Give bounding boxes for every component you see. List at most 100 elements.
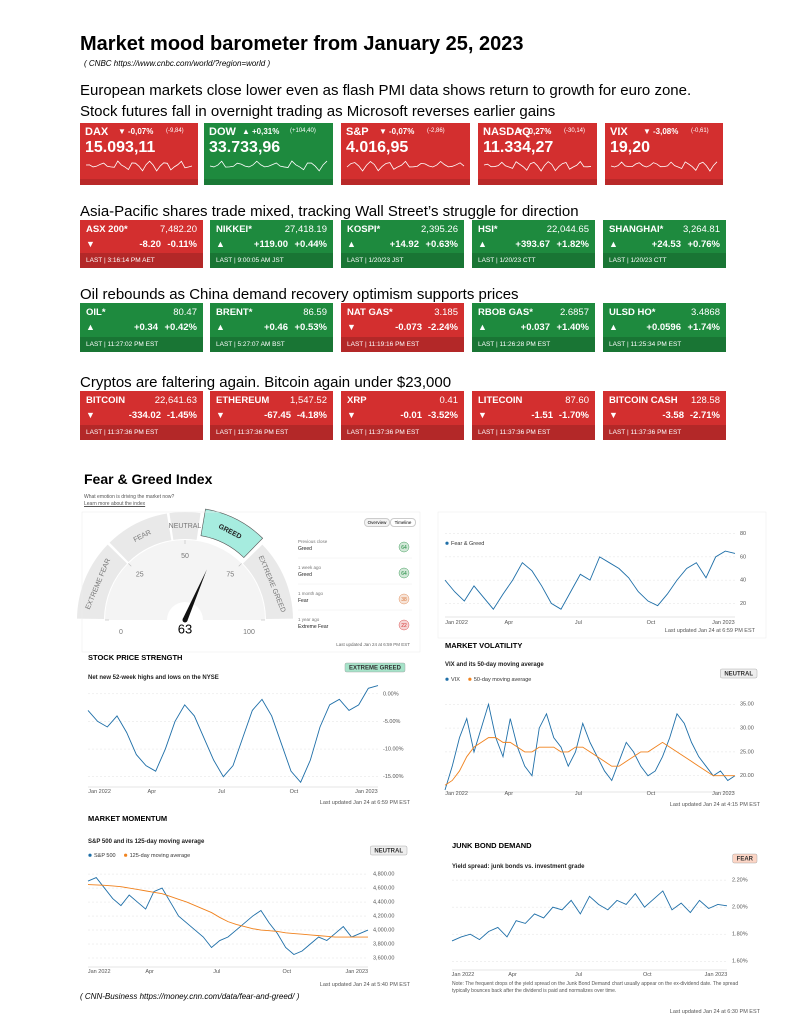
tile-pct: +0.42% [164,322,198,333]
badge-text: NEUTRAL [374,849,403,855]
fg-link[interactable]: Learn more about the index [84,501,146,507]
y-tick-label: 30.00 [740,726,754,732]
market-tile[interactable]: SHANGHAI* 3,264.81 ▲ +0.76% +24.53 LAST | 1/2… [603,220,726,268]
market-tile[interactable]: OIL* 80.47 ▲ +0.42% +0.34 LAST | 11:27:02 PM … [80,303,203,352]
footer-source: ( CNN-Business https://money.cnn.com/dat… [80,992,299,1001]
market-tile[interactable]: ULSD HO* 3.4868 ▲ +1.74% +0.0596 LAST | 11:25… [603,303,726,352]
legend-label: 125-day moving average [130,853,191,859]
sparkline-path [85,160,193,172]
x-tick-label: Jan 2023 [355,789,378,795]
history-value: 22 [401,623,407,629]
x-tick-label: Jan 2022 [88,789,111,795]
tile-footer [80,179,198,185]
tile-change: +14.92 [389,239,419,250]
market-tile[interactable]: BITCOIN 22,641.63 ▼ -1.45% -334.02 LAST | 11:… [80,391,203,440]
tile-arrow: ▲ [347,239,356,249]
chart-subtitle: Net new 52-week highs and lows on the NY… [88,675,219,681]
tile-value: 3,264.81 [683,224,720,235]
market-tile[interactable]: KOSPI* 2,395.26 ▲ +0.63% +14.92 LAST | 1/20/2… [341,220,464,268]
tile-value: 22,641.63 [154,395,197,406]
series-line [87,877,369,956]
x-tick-label: Apr [145,969,154,975]
series-line [444,550,736,610]
x-tick-label: Jan 2022 [452,972,475,978]
tile-arrow: ▲ [86,322,95,332]
chart-subtitle: Yield spread: junk bonds vs. investment … [452,864,585,870]
source-suffix: ) [267,59,271,68]
toggle[interactable]: Timeline [390,518,416,527]
tile-arrow: ▼ [379,127,387,136]
y-tick-label: 40 [740,578,746,584]
market-tile[interactable]: XRP 0.41 ▼ -3.52% -0.01 LAST | 11:37:36 PM ES… [341,391,464,440]
tile-footer: LAST | 11:27:02 PM EST [80,337,203,352]
gauge-segment [242,544,293,619]
tile-footer [204,179,333,185]
tile-time: LAST | 11:27:02 PM EST [86,341,159,348]
market-tile[interactable]: NIKKEI* 27,418.19 ▲ +0.44% +119.00 LAST | 9:0… [210,220,333,268]
x-tick-label: Jan 2023 [712,620,735,626]
market-tile[interactable]: RBOB GAS* 2.6857 ▲ +1.40% +0.037 LAST | 11:26… [472,303,595,352]
market-tile[interactable]: DOW ▲ +0,31% (+104,40) 33.733,96 [204,123,333,185]
market-tile[interactable]: NAT GAS* 3.185 ▼ -2.24% -0.073 LAST | 11:19:1… [341,303,464,352]
tile-arrow: ▲ [478,239,487,249]
tile-arrow: ▼ [118,127,126,136]
history-badge [398,541,410,553]
market-tile[interactable]: BITCOIN CASH 128.58 ▼ -2.71% -3.58 LAST | 11:… [603,391,726,440]
market-tile[interactable]: ASX 200* 7,482.20 ▼ -0.11% -8.20 LAST | 3:16:… [80,220,203,268]
x-tick-label: Apr [505,791,514,797]
panel [81,511,421,653]
market-tile[interactable]: BRENT* 86.59 ▲ +0.53% +0.46 LAST | 5:27:07 AM… [210,303,333,352]
tile-change: -334.02 [128,410,161,421]
tile-pct: -0.11% [167,239,197,250]
toggle[interactable]: Overview [364,518,390,527]
section-heading: European markets close lower even as fla… [80,82,692,120]
tile-footer [605,179,723,185]
legend-label: Fear & Greed [451,541,484,547]
tile-value: 15.093,11 [85,139,156,156]
tile-change: -1.51 [531,410,553,421]
gauge-label: NEUTRAL [169,523,202,530]
x-tick-label: Oct [643,972,652,978]
market-tile[interactable]: LITECOIN 87.60 ▼ -1.70% -1.51 LAST | 11:37:36… [472,391,595,440]
tile-value: 1,547.52 [290,395,327,406]
y-tick-label: 60 [740,554,746,560]
sparkline-path [209,160,328,172]
market-tile[interactable]: HSI* 22,044.65 ▲ +1.82% +393.67 LAST | 1/20/2… [472,220,595,268]
sparkline-path [483,160,592,172]
tile-name: OIL* [86,307,106,318]
tile-footer [341,179,470,185]
source-prefix: ( CNBC [84,59,112,68]
history-badge [398,593,410,605]
tile-time: LAST | 3:16:14 PM AET [86,257,155,264]
history-rating: Fear [298,598,309,604]
tile-arrow: ▼ [216,410,225,420]
footer-link[interactable]: https://money.cnn.com/data/fear-and-gree… [139,992,295,1001]
chart-subtitle: S&P 500 and its 125-day moving average [88,839,205,845]
y-tick-label: 80 [740,531,746,537]
history-rating: Greed [298,546,312,552]
market-tile[interactable]: S&P ▼ -0,07% (-2,86) 4.016,95 [341,123,470,185]
tile-name: LITECOIN [478,395,523,406]
gauge-segment [169,512,201,540]
tile-time: LAST | 11:37:36 PM EST [86,429,159,436]
market-tile[interactable]: ETHEREUM 1,547.52 ▼ -4.18% -67.45 LAST | 11:3… [210,391,333,440]
history-label: Previous close [298,539,328,544]
tile-pct: -1.45% [166,410,197,421]
x-tick-label: Jul [218,789,225,795]
chart-updated: Last updated Jan 24 at 6:59 PM EST [665,628,756,634]
chart-title: MARKET MOMENTUM [88,814,167,823]
tile-arrow: ▼ [347,322,356,332]
market-tile[interactable]: VIX ▼ -3,08% (-0,61) 19,20 [605,123,723,185]
sparkline [346,160,465,172]
x-tick-label: Jan 2022 [88,969,111,975]
source-link[interactable]: https://www.cnbc.com/world/?region=world [113,59,266,68]
gauge-tick [128,563,132,567]
y-tick-label: -15.00% [383,774,404,780]
market-tile[interactable]: NASDAQ ▼ -0,27% (-30,14) 11.334,27 [478,123,597,185]
series-line [87,685,379,784]
tile-footer: LAST | 9:00:05 AM JST [210,253,333,268]
tile-name: RBOB GAS* [478,307,533,318]
market-tile[interactable]: DAX ▼ -0,07% (-9,84) 15.093,11 [80,123,198,185]
